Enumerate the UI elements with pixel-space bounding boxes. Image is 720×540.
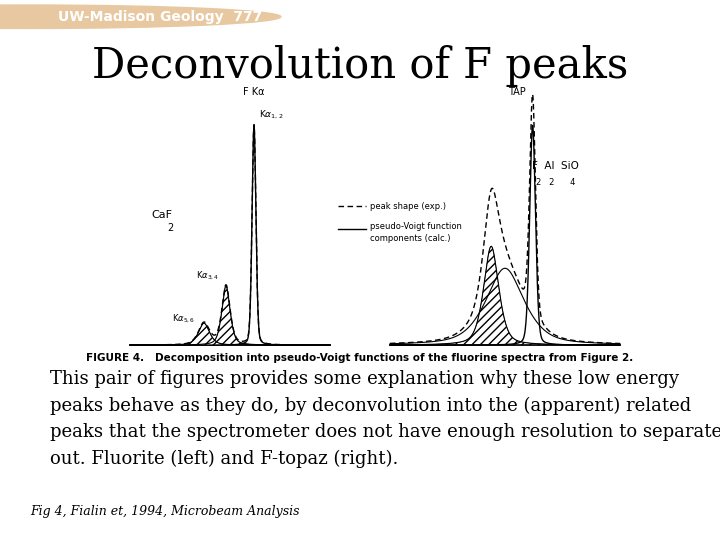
Text: F  Al  SiO: F Al SiO: [532, 161, 579, 171]
Text: components (calc.): components (calc.): [370, 234, 451, 243]
Text: F Kα: F Kα: [243, 87, 265, 97]
Text: peak shape (exp.): peak shape (exp.): [370, 202, 446, 211]
Text: 2   2      4: 2 2 4: [536, 178, 575, 187]
Text: FIGURE 4.   Decomposition into pseudo-Voigt functions of the fluorine spectra fr: FIGURE 4. Decomposition into pseudo-Voig…: [86, 353, 634, 363]
Text: Fig 4, Fialin et, 1994, Microbeam Analysis: Fig 4, Fialin et, 1994, Microbeam Analys…: [30, 505, 300, 518]
Text: Deconvolution of F peaks: Deconvolution of F peaks: [92, 45, 628, 87]
Text: K$\alpha_{3,4}$: K$\alpha_{3,4}$: [197, 269, 220, 281]
Circle shape: [0, 5, 281, 29]
Text: This pair of figures provides some explanation why these low energy
peaks behave: This pair of figures provides some expla…: [50, 370, 720, 468]
Text: pseudo-Voigt function: pseudo-Voigt function: [370, 222, 462, 231]
Text: 2: 2: [167, 223, 173, 233]
Text: UW-Madison Geology  777: UW-Madison Geology 777: [58, 10, 262, 24]
Text: K$\alpha_{5,6}$: K$\alpha_{5,6}$: [173, 313, 196, 325]
Text: K$\alpha_{1,2}$: K$\alpha_{1,2}$: [259, 109, 284, 121]
Text: CaF: CaF: [151, 210, 173, 220]
Text: TAP: TAP: [508, 87, 526, 97]
